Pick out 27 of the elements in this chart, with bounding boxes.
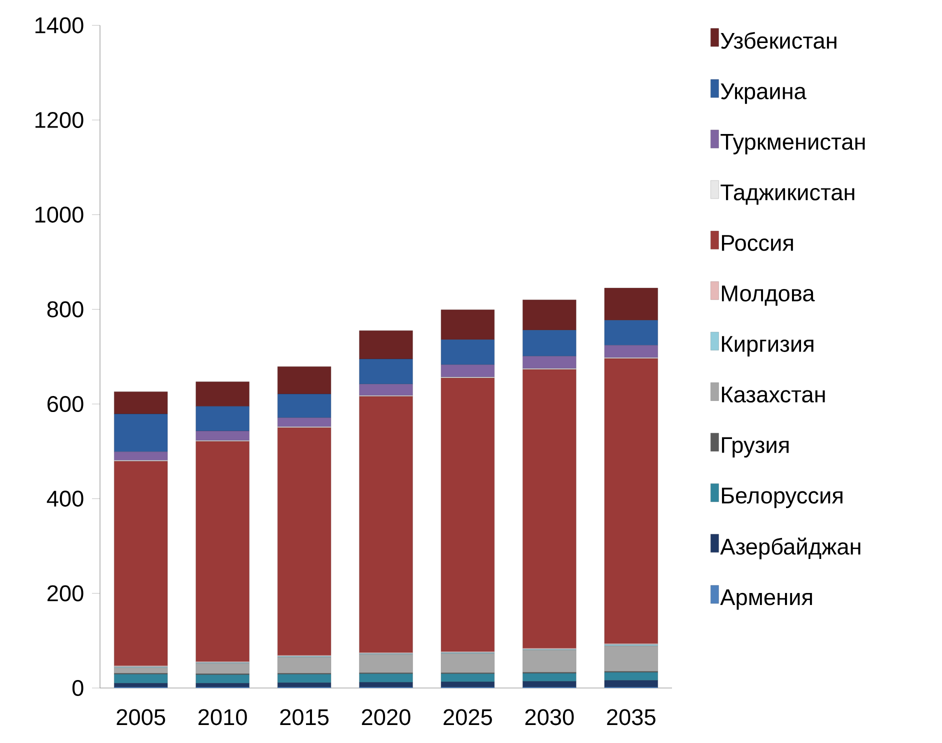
legend-label: Киргизия [722, 336, 814, 356]
x-tick-label: 2025 [444, 709, 492, 726]
x-tick-label: 2015 [280, 709, 329, 726]
legend-label: Казахстан [722, 386, 825, 403]
legend-label: Узбекистан [720, 32, 836, 49]
y-tick-label: 1200 [35, 112, 84, 128]
x-tick-label: 2020 [362, 709, 410, 726]
legend-label: Россия [722, 235, 793, 251]
x-tick-label: 2010 [198, 709, 247, 726]
legend-label: Украина [720, 84, 806, 104]
y-tick-label: 400 [46, 490, 84, 507]
y-tick-label: 200 [48, 585, 84, 602]
x-tick-label: 2005 [116, 709, 166, 726]
legend-label: Туркменистан [720, 134, 865, 154]
legend-label: Азербайджан [720, 538, 860, 560]
y-tick-label: 600 [48, 396, 84, 412]
legend-label: Армения [720, 589, 812, 610]
legend-label: Таджикистан [720, 184, 854, 205]
legend-label: Грузия [722, 437, 789, 458]
y-tick-label: 0 [72, 680, 84, 696]
x-tick-label: 2035 [607, 709, 656, 726]
legend-label: Молдова [722, 286, 815, 306]
y-tick-label: 800 [47, 301, 84, 318]
x-tick-label: 2030 [525, 709, 574, 726]
y-tick-label: 1000 [35, 206, 84, 223]
legend-label: Белоруссия [722, 488, 842, 508]
y-tick-label: 1400 [35, 17, 84, 34]
